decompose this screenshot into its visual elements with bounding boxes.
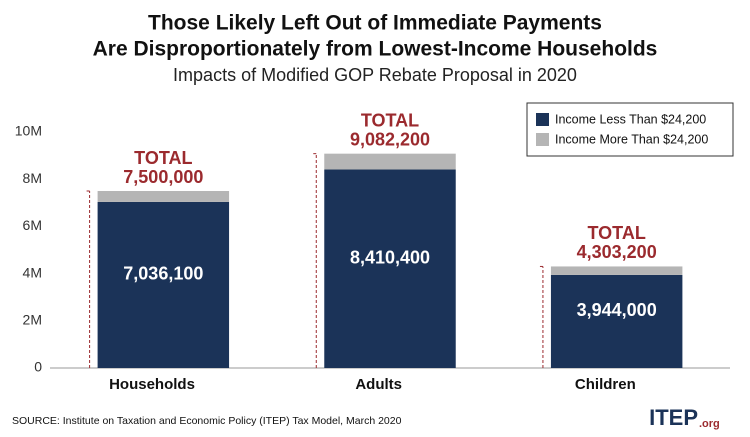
x-tick-label: Adults bbox=[355, 376, 402, 393]
legend-label: Income More Than $24,200 bbox=[555, 132, 708, 146]
legend-label: Income Less Than $24,200 bbox=[555, 112, 706, 126]
value-label: 7,036,100 bbox=[123, 264, 203, 284]
x-tick-label: Households bbox=[109, 376, 195, 393]
y-tick-label: 2M bbox=[23, 312, 42, 328]
total-label: 9,082,200 bbox=[350, 129, 430, 149]
chart-subtitle: Impacts of Modified GOP Rebate Proposal … bbox=[173, 65, 577, 85]
total-title: TOTAL bbox=[588, 223, 646, 243]
y-tick-label: 6M bbox=[23, 217, 42, 233]
bar-segment bbox=[97, 191, 230, 202]
chart-title: Those Likely Left Out of Immediate Payme… bbox=[148, 12, 602, 35]
bar-segment bbox=[550, 266, 683, 275]
legend-swatch bbox=[536, 113, 549, 126]
y-tick-label: 4M bbox=[23, 264, 42, 280]
y-tick-label: 0 bbox=[34, 359, 42, 375]
total-label: 7,500,000 bbox=[123, 167, 203, 187]
legend-swatch bbox=[536, 133, 549, 146]
bar-segment bbox=[324, 169, 456, 368]
logo: ITEP bbox=[649, 405, 698, 430]
bar-segment bbox=[324, 153, 456, 170]
value-label: 8,410,400 bbox=[350, 248, 430, 268]
total-label: 4,303,200 bbox=[577, 242, 657, 262]
bar-segment bbox=[550, 274, 683, 368]
logo-suffix: .org bbox=[699, 418, 720, 430]
source: SOURCE: Institute on Taxation and Econom… bbox=[12, 415, 402, 427]
chart-title: Are Disproportionately from Lowest-Incom… bbox=[93, 38, 658, 61]
y-tick-label: 10M bbox=[15, 123, 42, 139]
x-tick-label: Children bbox=[575, 376, 636, 393]
legend-box bbox=[526, 102, 734, 157]
total-title: TOTAL bbox=[134, 148, 192, 168]
y-tick-label: 8M bbox=[23, 170, 42, 186]
bar-segment bbox=[97, 201, 230, 368]
total-title: TOTAL bbox=[361, 110, 419, 130]
value-label: 3,944,000 bbox=[577, 300, 657, 320]
